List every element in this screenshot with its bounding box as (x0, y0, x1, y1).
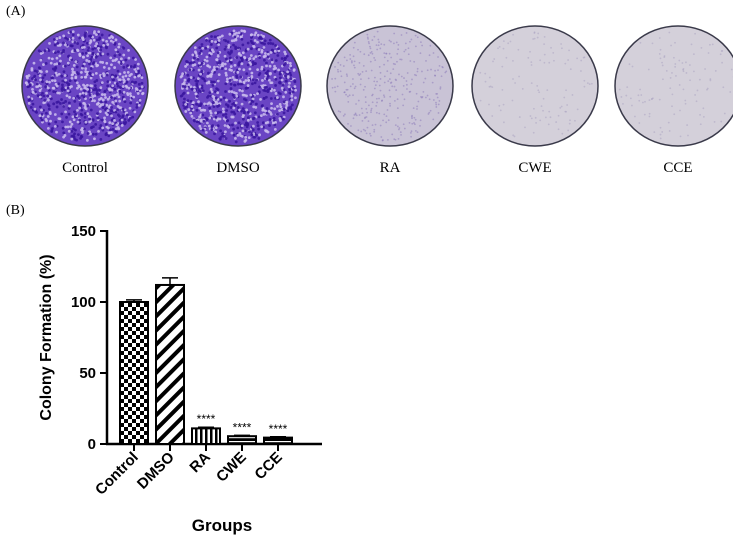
y-axis-label: Colony Formation (%) (38, 254, 55, 420)
y-tick-label: 50 (79, 365, 96, 382)
panel-b-label: (B) (6, 203, 25, 218)
dish-caption-ra: RA (379, 160, 401, 176)
dish-caption-control: Control (62, 160, 108, 176)
bar-control (119, 301, 149, 445)
colony-formation-chart: 0 50 100 150 Colony Formation (%) ControlDMSO… (38, 223, 322, 535)
y-tick-label: 100 (71, 294, 96, 311)
y-tick-label: 0 (88, 436, 96, 453)
x-tick-label-ra: RA (186, 449, 213, 476)
x-tick-label-cwe: CWE (213, 449, 250, 486)
panel-a-label: (A) (6, 4, 26, 19)
dish-caption-cwe: CWE (518, 160, 552, 176)
culture-dish-cwe (471, 25, 599, 147)
bar-cwe (227, 435, 257, 446)
culture-dish-cce (614, 25, 733, 147)
culture-dish-ra (326, 25, 454, 147)
bar-ra (191, 427, 221, 446)
significance-cwe: **** (233, 420, 252, 434)
x-tick-label-cce: CCE (251, 449, 285, 483)
significance-cce: **** (269, 422, 288, 436)
bar-dmso (155, 283, 185, 445)
significance-ra: **** (197, 412, 216, 426)
culture-dish-dmso (174, 25, 302, 147)
y-tick-label: 150 (71, 223, 96, 240)
x-axis-label: Groups (192, 516, 252, 535)
bar-cce (263, 436, 293, 446)
x-tick-label-dmso: DMSO (134, 449, 178, 493)
culture-dish-control (21, 25, 149, 147)
x-tick-label-control: Control (92, 449, 142, 499)
dish-caption-dmso: DMSO (216, 160, 260, 176)
dish-caption-cce: CCE (663, 160, 693, 176)
